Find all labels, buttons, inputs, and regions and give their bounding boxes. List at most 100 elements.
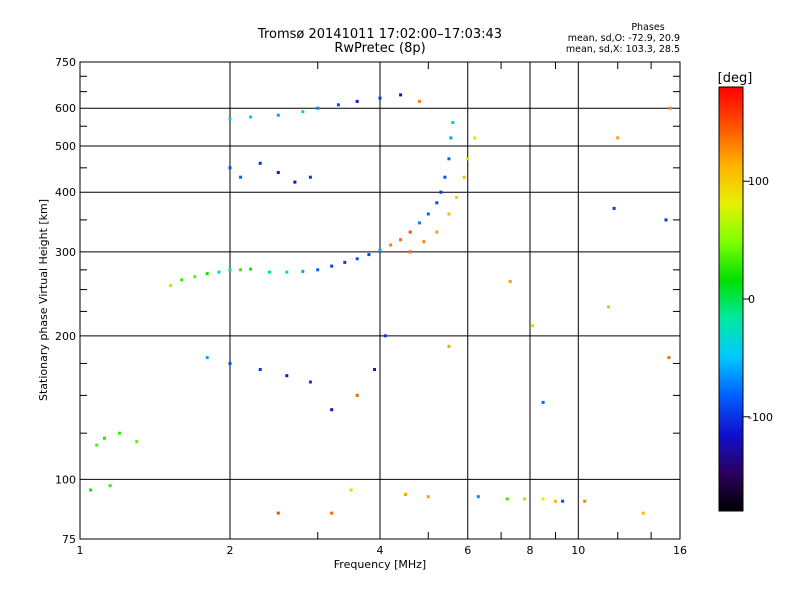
x-tick-label: 2: [227, 544, 234, 557]
data-point: [462, 175, 466, 179]
data-point: [435, 230, 439, 234]
y-tick-labels: 75 100 200 300 400 500 600 750: [55, 56, 76, 546]
colorbar: [719, 87, 743, 511]
data-point: [541, 497, 545, 501]
colorbar-ticks: 100 0 -100: [743, 175, 773, 424]
y-tick-label: 75: [62, 533, 76, 546]
data-point: [301, 110, 305, 114]
data-point: [293, 180, 297, 184]
data-point: [616, 136, 620, 140]
data-point: [330, 264, 334, 268]
data-point: [408, 250, 412, 254]
data-point: [473, 136, 477, 140]
data-point: [399, 238, 403, 242]
data-point: [330, 511, 334, 515]
data-point: [301, 269, 305, 273]
data-point: [180, 278, 184, 282]
data-point: [103, 436, 106, 440]
data-point: [258, 161, 262, 165]
data-point: [89, 488, 93, 492]
data-point: [239, 175, 243, 179]
chart-title: Tromsø 20141011 17:02:00–17:03:43: [257, 27, 502, 42]
data-point: [95, 443, 99, 447]
plot-frame: [79, 61, 681, 540]
data-point: [276, 171, 280, 174]
data-point: [228, 166, 232, 170]
data-point: [435, 201, 439, 205]
x-tick-label: 10: [571, 544, 585, 557]
data-point: [249, 115, 253, 119]
data-point: [268, 270, 271, 274]
data-point: [276, 511, 280, 515]
data-point: [447, 212, 451, 216]
data-point: [541, 400, 545, 404]
data-point: [523, 497, 526, 501]
phase-line-o: mean, sd,O: -72.9, 20.9: [568, 33, 680, 44]
data-point: [383, 334, 387, 338]
data-point: [508, 280, 512, 283]
x-tick-label: 8: [527, 544, 534, 557]
data-point: [217, 270, 221, 274]
data-point: [664, 218, 668, 222]
data-point: [531, 324, 535, 328]
phase-line-x: mean, sd,X: 103.3, 28.5: [566, 44, 680, 55]
data-point: [285, 270, 289, 274]
data-point: [239, 268, 243, 272]
data-point: [285, 374, 289, 378]
data-point: [449, 136, 453, 140]
data-point: [399, 93, 403, 97]
grid-lines: [80, 62, 680, 539]
data-points: [89, 93, 672, 515]
data-point: [249, 267, 253, 271]
data-point: [426, 212, 430, 216]
data-point: [228, 117, 232, 121]
data-point: [193, 275, 197, 279]
data-point: [349, 488, 353, 492]
y-tick-label: 600: [55, 102, 76, 115]
data-point: [118, 431, 121, 435]
data-point: [205, 272, 209, 276]
x-tick-label: 16: [673, 544, 687, 557]
colorbar-tick-label: 0: [748, 293, 755, 306]
data-point: [612, 206, 616, 210]
data-point: [418, 221, 421, 225]
data-point: [276, 113, 280, 117]
data-point: [108, 484, 112, 488]
data-point: [169, 284, 173, 287]
y-tick-label: 100: [55, 473, 76, 486]
data-point: [607, 305, 610, 309]
x-tick-label: 4: [377, 544, 384, 557]
data-point: [422, 240, 426, 244]
data-point: [561, 499, 565, 503]
data-point: [408, 230, 412, 234]
data-point: [583, 499, 587, 503]
data-point: [378, 248, 382, 252]
axis-ticks: [80, 62, 680, 539]
colorbar-label: [deg]: [718, 71, 753, 86]
colorbar-tick-label: -100: [748, 411, 773, 424]
data-point: [316, 268, 320, 272]
data-point: [668, 106, 672, 110]
y-tick-label: 750: [55, 56, 76, 69]
data-point: [447, 344, 451, 348]
data-point: [228, 362, 232, 365]
x-tick-label: 1: [77, 544, 84, 557]
data-point: [505, 497, 509, 501]
data-point: [308, 380, 312, 384]
colorbar-tick-label: 100: [748, 175, 769, 188]
data-point: [466, 157, 470, 161]
data-point: [135, 440, 139, 444]
data-point: [367, 253, 371, 257]
x-axis-label: Frequency [MHz]: [334, 558, 426, 571]
data-point: [355, 257, 359, 261]
data-point: [343, 260, 347, 264]
phase-heading: Phases: [631, 22, 664, 33]
chart-subtitle: RwPretec (8p): [334, 41, 425, 56]
data-point: [455, 196, 459, 199]
data-point: [378, 96, 382, 100]
data-point: [258, 368, 262, 371]
data-point: [373, 368, 376, 371]
y-axis-label: Stationary phase Virtual Height [km]: [37, 199, 50, 401]
data-point: [418, 99, 421, 103]
